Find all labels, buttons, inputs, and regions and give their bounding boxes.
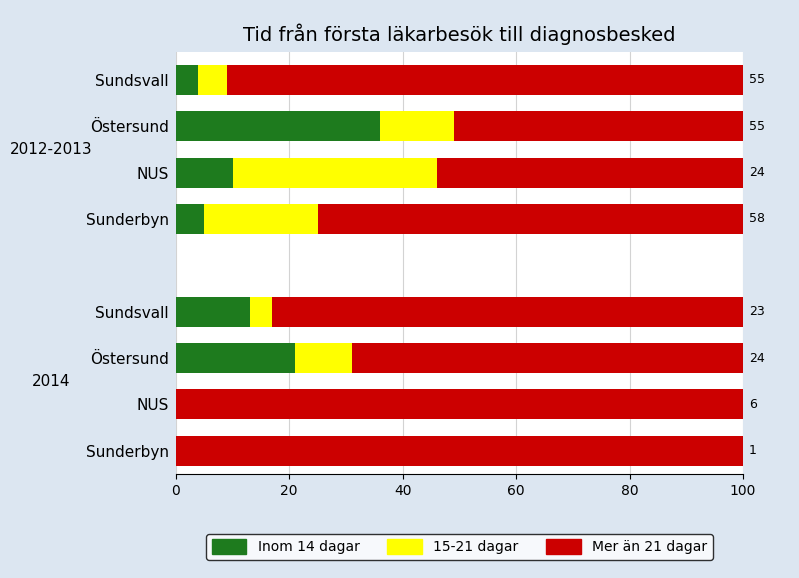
Text: 2014: 2014 xyxy=(32,374,70,389)
Bar xyxy=(272,297,743,327)
Legend: Inom 14 dagar, 15-21 dagar, Mer än 21 dagar: Inom 14 dagar, 15-21 dagar, Mer än 21 da… xyxy=(206,534,713,560)
Bar xyxy=(176,297,249,327)
Text: 23: 23 xyxy=(749,305,765,318)
Text: 24: 24 xyxy=(749,351,765,365)
Bar xyxy=(176,390,743,420)
Bar xyxy=(176,157,233,188)
Bar xyxy=(454,111,743,141)
Text: 55: 55 xyxy=(749,73,765,86)
Text: 6: 6 xyxy=(749,398,757,411)
Bar xyxy=(249,297,272,327)
Bar xyxy=(198,65,227,95)
Bar xyxy=(176,65,198,95)
Bar xyxy=(176,204,205,234)
Title: Tid från första läkarbesök till diagnosbesked: Tid från första läkarbesök till diagnosb… xyxy=(243,23,676,45)
Bar xyxy=(437,157,743,188)
Bar xyxy=(176,343,295,373)
Text: 55: 55 xyxy=(749,120,765,133)
Bar xyxy=(205,204,318,234)
Bar xyxy=(233,157,437,188)
Bar xyxy=(176,111,380,141)
Text: 58: 58 xyxy=(749,213,765,225)
Bar xyxy=(352,343,743,373)
Bar xyxy=(227,65,743,95)
Bar xyxy=(176,436,743,466)
Text: 2012-2013: 2012-2013 xyxy=(10,142,93,157)
Bar xyxy=(318,204,743,234)
Bar xyxy=(295,343,352,373)
Text: 24: 24 xyxy=(749,166,765,179)
Bar xyxy=(380,111,454,141)
Text: 1: 1 xyxy=(749,444,757,457)
